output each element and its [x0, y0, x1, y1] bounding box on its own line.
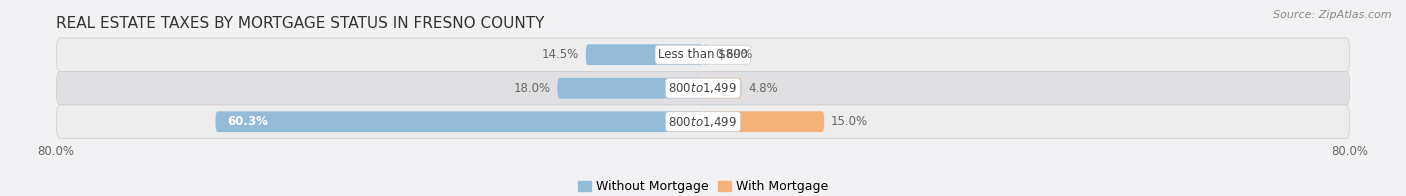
- Text: $800 to $1,499: $800 to $1,499: [668, 81, 738, 95]
- Text: 18.0%: 18.0%: [513, 82, 551, 95]
- FancyBboxPatch shape: [56, 38, 1350, 72]
- Text: 60.3%: 60.3%: [228, 115, 269, 128]
- Text: $800 to $1,499: $800 to $1,499: [668, 115, 738, 129]
- FancyBboxPatch shape: [558, 78, 703, 99]
- FancyBboxPatch shape: [56, 72, 1350, 105]
- FancyBboxPatch shape: [586, 44, 703, 65]
- Text: 14.5%: 14.5%: [543, 48, 579, 61]
- Text: 0.69%: 0.69%: [716, 48, 752, 61]
- Text: Source: ZipAtlas.com: Source: ZipAtlas.com: [1274, 10, 1392, 20]
- FancyBboxPatch shape: [703, 111, 824, 132]
- Text: Less than $800: Less than $800: [658, 48, 748, 61]
- FancyBboxPatch shape: [56, 105, 1350, 138]
- Legend: Without Mortgage, With Mortgage: Without Mortgage, With Mortgage: [578, 180, 828, 193]
- FancyBboxPatch shape: [703, 44, 709, 65]
- FancyBboxPatch shape: [215, 111, 703, 132]
- Text: REAL ESTATE TAXES BY MORTGAGE STATUS IN FRESNO COUNTY: REAL ESTATE TAXES BY MORTGAGE STATUS IN …: [56, 16, 544, 31]
- FancyBboxPatch shape: [703, 78, 742, 99]
- Text: 15.0%: 15.0%: [831, 115, 868, 128]
- Text: 4.8%: 4.8%: [748, 82, 778, 95]
